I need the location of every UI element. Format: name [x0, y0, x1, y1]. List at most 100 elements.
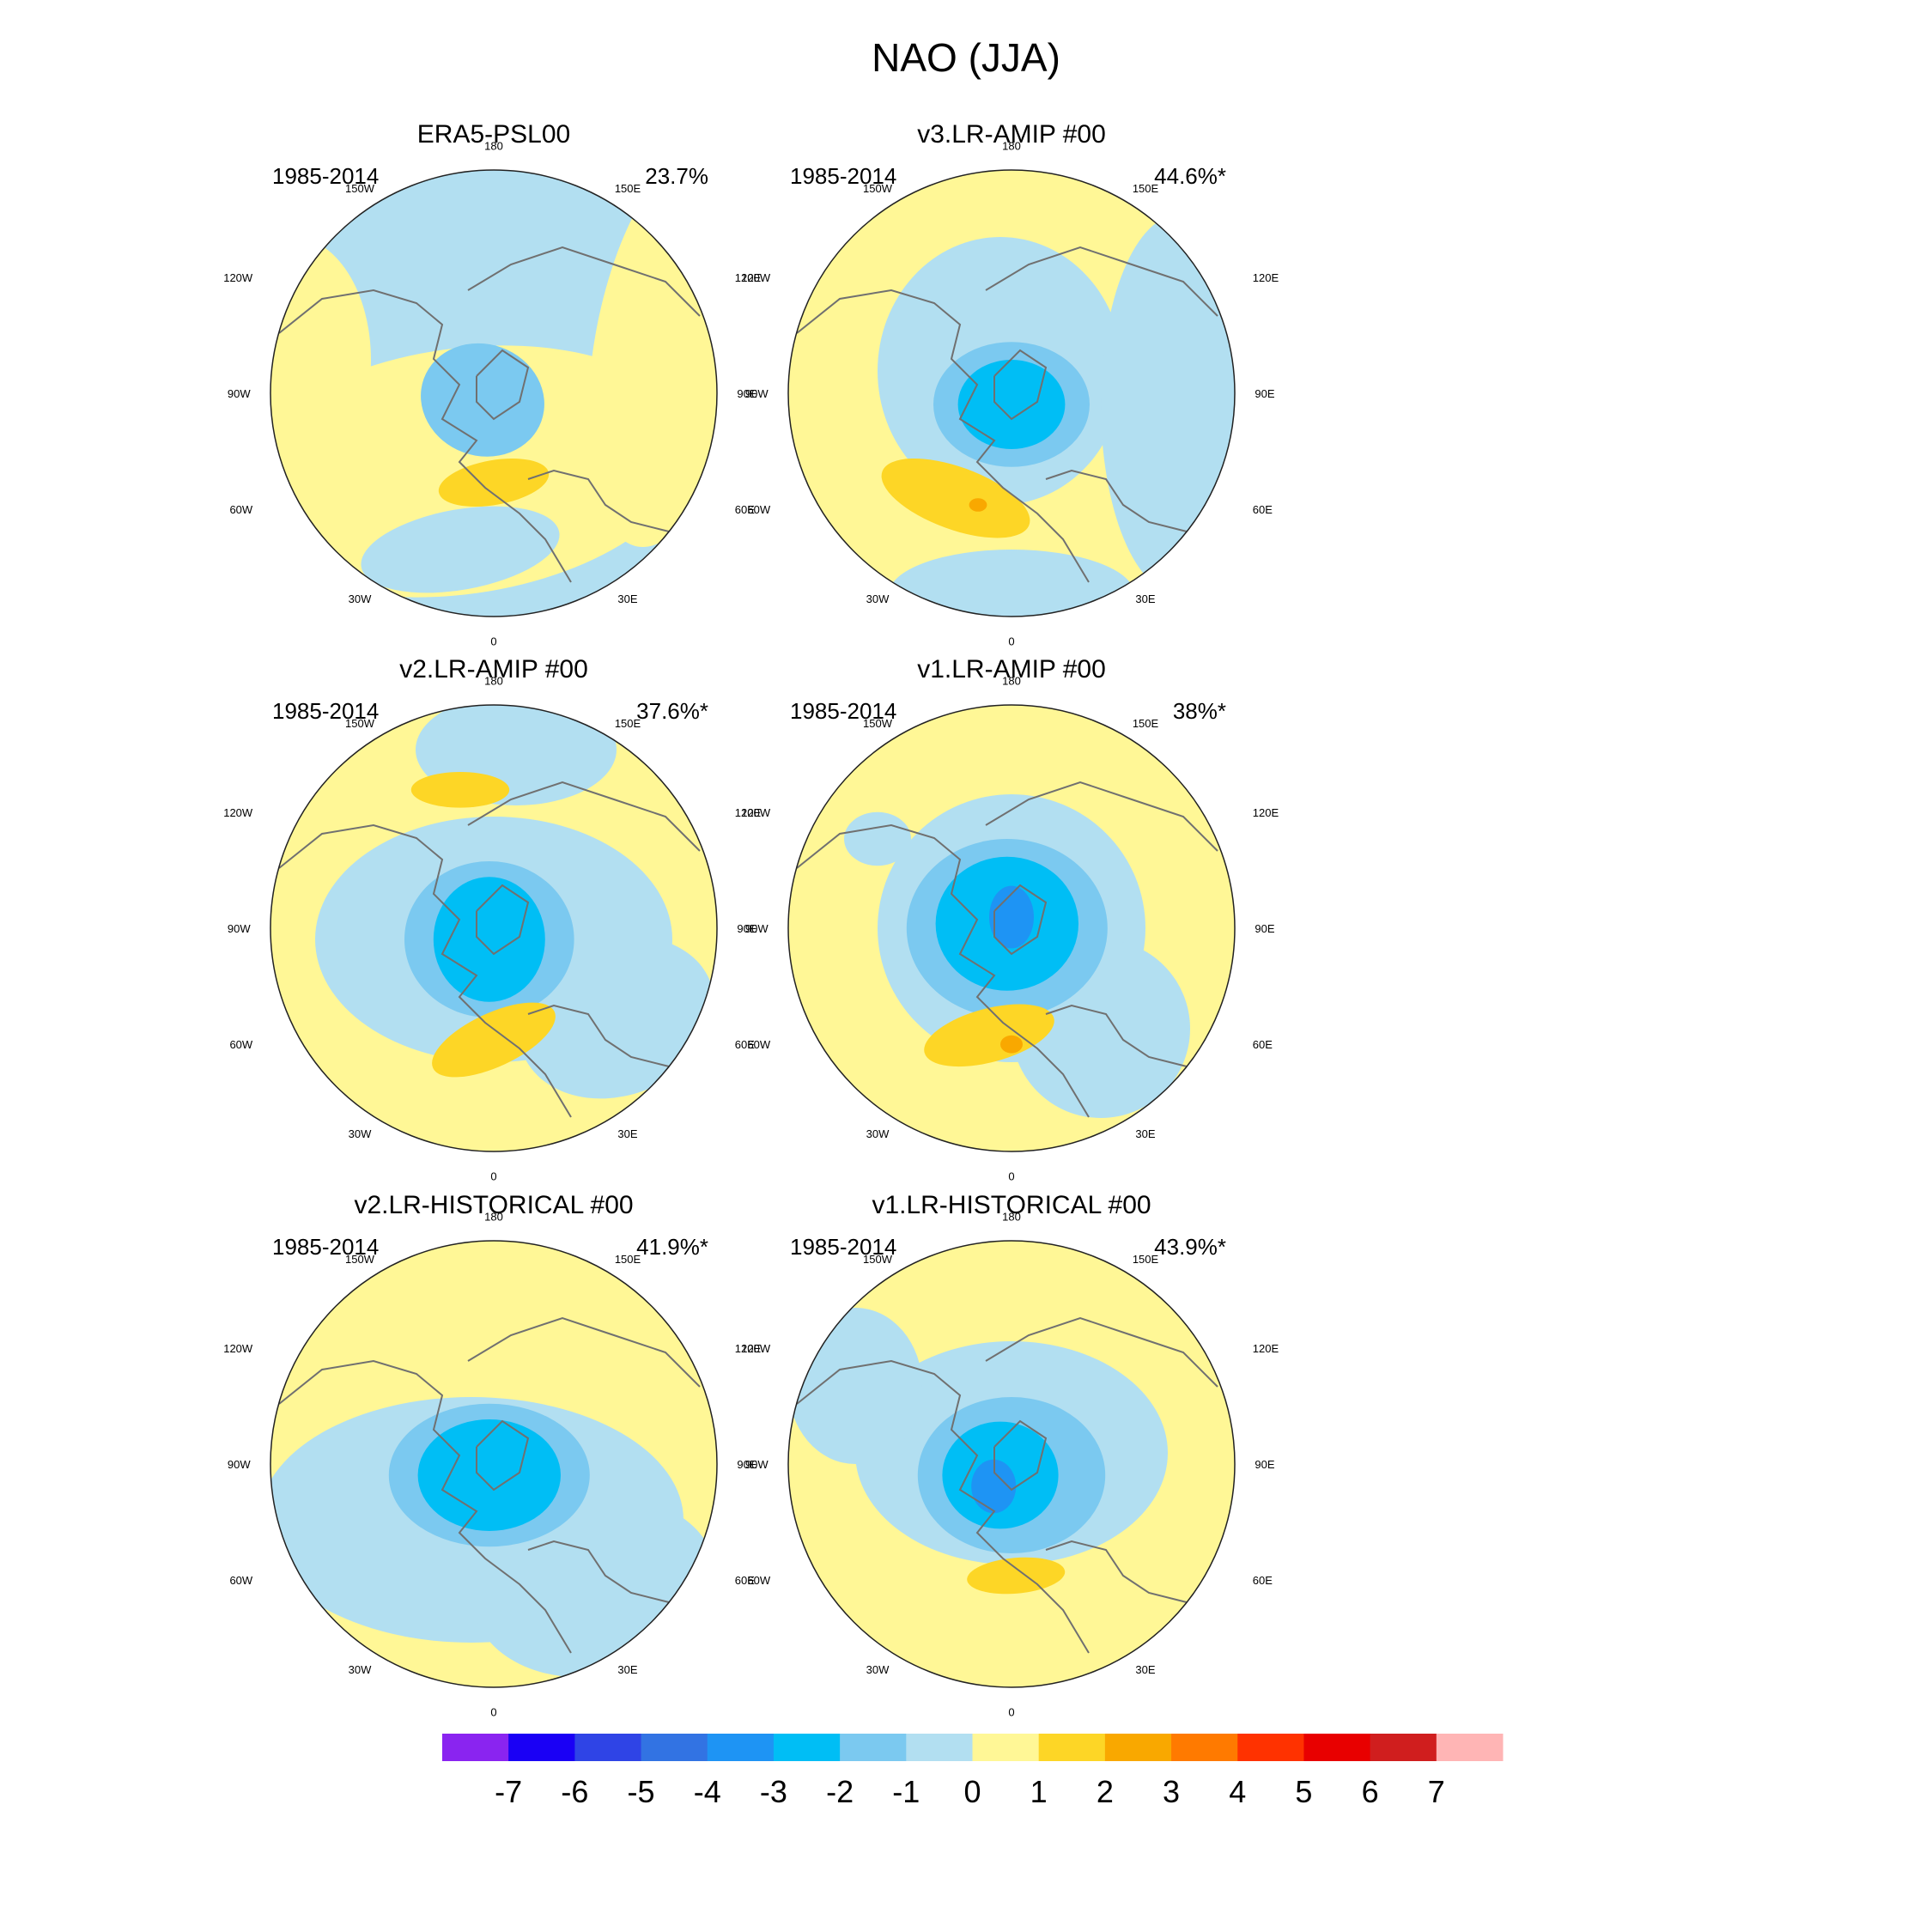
- contour-region: [438, 459, 550, 507]
- longitude-label: 60E: [1253, 1038, 1273, 1051]
- longitude-label: 60E: [735, 1038, 755, 1051]
- map-boundary: [787, 169, 1236, 617]
- longitude-label: 150E: [1133, 1253, 1159, 1266]
- longitude-label: 150E: [1133, 717, 1159, 730]
- longitude-label: 60E: [1253, 503, 1273, 516]
- colorbar-swatch: [1436, 1734, 1504, 1761]
- longitude-label: 120E: [735, 271, 762, 284]
- longitude-label: 180: [484, 1210, 503, 1223]
- longitude-label: 180: [1002, 674, 1021, 687]
- coastline: [278, 781, 701, 1118]
- panel-period: 1985-2014: [790, 1234, 897, 1260]
- longitude-label: 150W: [345, 182, 375, 195]
- map-boundary: [270, 169, 718, 617]
- panel-title: v1.LR-HISTORICAL #00: [872, 1191, 1151, 1219]
- colorbar-tick-label: 6: [1362, 1774, 1379, 1809]
- longitude-label: 30W: [349, 1663, 372, 1676]
- longitude-label: 30W: [349, 592, 372, 605]
- polar-map: 180 0 150W 150E 120W 120E 90W 90E 60W 60E 30W 30E: [741, 674, 1279, 1183]
- longitude-label: 180: [1002, 1210, 1021, 1223]
- longitude-label: 120W: [741, 271, 771, 284]
- contour-region: [924, 1004, 1054, 1067]
- contour-region: [361, 506, 560, 593]
- panel-title: v1.LR-AMIP #00: [917, 655, 1106, 683]
- longitude-label: 0: [490, 635, 496, 648]
- contour-region: [881, 458, 1030, 538]
- longitude-label: 120W: [223, 1342, 253, 1355]
- longitude-label: 120W: [741, 1342, 771, 1355]
- colorbar-tick-label: -7: [495, 1774, 522, 1809]
- longitude-label: 0: [1008, 1170, 1014, 1183]
- colorbar-tick-label: -5: [628, 1774, 655, 1809]
- colorbar-tick-label: -3: [760, 1774, 787, 1809]
- longitude-label: 150E: [1133, 182, 1159, 195]
- panel-title: ERA5-PSL00: [416, 120, 571, 149]
- longitude-label: 60W: [747, 503, 770, 516]
- colorbar-tick-label: 2: [1097, 1774, 1114, 1809]
- longitude-label: 30E: [1135, 1127, 1155, 1140]
- longitude-label: 30E: [617, 592, 637, 605]
- longitude-label: 30W: [866, 1127, 890, 1140]
- colorbar-tick-label: 3: [1163, 1774, 1180, 1809]
- map-boundary: [787, 704, 1236, 1152]
- polar-map: 180 0 150W 150E 120W 120E 90W 90E 60W 60E 30W 30E: [223, 674, 761, 1183]
- map-boundary: [270, 1240, 718, 1688]
- longitude-label: 90W: [745, 922, 769, 935]
- longitude-label: 90W: [228, 387, 251, 400]
- longitude-label: 90E: [1255, 1458, 1274, 1471]
- colorbar-swatch: [1370, 1734, 1437, 1761]
- longitude-label: 30W: [866, 1663, 890, 1676]
- longitude-label: 150W: [345, 1253, 375, 1266]
- longitude-label: 120E: [1253, 806, 1279, 819]
- contour-region: [270, 237, 371, 483]
- longitude-label: 60E: [735, 1574, 755, 1587]
- longitude-label: 90E: [737, 1458, 756, 1471]
- polar-map: 180 0 150W 150E 120W 120E 90W 90E 60W 60E 30W 30E: [223, 1210, 762, 1718]
- colorbar-swatch: [1303, 1734, 1371, 1761]
- panel-period: 1985-2014: [790, 163, 897, 189]
- panel-period: 1985-2014: [272, 163, 380, 189]
- longitude-label: 60W: [747, 1574, 770, 1587]
- longitude-label: 90E: [737, 922, 756, 935]
- contour-region: [1000, 1035, 1023, 1054]
- contour-region: [971, 1459, 1017, 1514]
- longitude-label: 60W: [229, 1038, 252, 1051]
- contour-region: [1101, 215, 1235, 594]
- longitude-label: 90W: [228, 922, 251, 935]
- longitude-label: 30W: [349, 1127, 372, 1140]
- longitude-label: 120E: [1253, 271, 1279, 284]
- colorbar-tick-label: -2: [826, 1774, 854, 1809]
- contour-region: [989, 885, 1034, 949]
- longitude-label: 60E: [1253, 1574, 1273, 1587]
- longitude-label: 180: [484, 674, 503, 687]
- longitude-label: 120W: [223, 271, 253, 284]
- panel-period: 1985-2014: [272, 698, 380, 724]
- longitude-label: 120E: [1253, 1342, 1279, 1355]
- longitude-label: 120W: [741, 806, 771, 819]
- longitude-label: 30E: [617, 1663, 637, 1676]
- panel-title: v2.LR-HISTORICAL #00: [354, 1191, 634, 1219]
- colorbar-tick-label: 0: [963, 1774, 981, 1809]
- panel-variance: 43.9%*: [1154, 1234, 1226, 1260]
- colorbar-tick-label: -4: [694, 1774, 721, 1809]
- contour-region: [889, 550, 1134, 617]
- longitude-label: 0: [490, 1170, 496, 1183]
- coastline: [796, 1316, 1218, 1654]
- contour-region: [969, 498, 987, 512]
- longitude-label: 60W: [229, 1574, 252, 1587]
- longitude-label: 150E: [615, 717, 641, 730]
- contour-region: [844, 811, 911, 866]
- longitude-label: 60W: [747, 1038, 770, 1051]
- longitude-label: 150E: [615, 1253, 641, 1266]
- map-boundary: [270, 704, 718, 1152]
- longitude-label: 0: [1008, 1706, 1014, 1719]
- longitude-label: 150W: [863, 1253, 893, 1266]
- longitude-label: 120E: [735, 1342, 762, 1355]
- longitude-label: 180: [484, 139, 503, 152]
- longitude-label: 150W: [863, 717, 893, 730]
- longitude-label: 90E: [737, 387, 756, 400]
- contour-region: [433, 877, 545, 1002]
- colorbar-tick-label: -1: [892, 1774, 920, 1809]
- panel-title: v2.LR-AMIP #00: [399, 655, 588, 683]
- colorbar-tick-label: 7: [1428, 1774, 1445, 1809]
